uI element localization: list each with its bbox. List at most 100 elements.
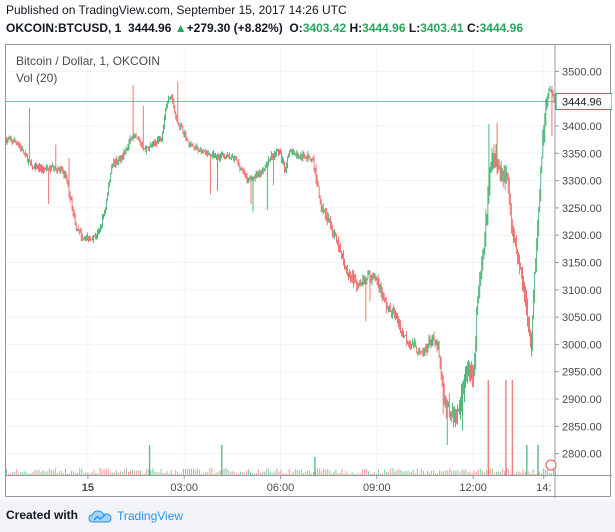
volume-bar — [439, 470, 441, 475]
volume-bar — [154, 471, 156, 475]
volume-bar — [180, 473, 182, 475]
volume-bar — [6, 468, 7, 475]
volume-bar — [182, 468, 184, 475]
volume-bar — [243, 472, 245, 475]
x-tick-label: 14: — [536, 482, 551, 494]
footer-bar: Created with TradingView — [0, 500, 615, 532]
volume-bar — [363, 468, 365, 475]
volume-bar — [369, 473, 371, 475]
volume-bar — [211, 468, 213, 475]
volume-bar — [258, 468, 260, 475]
volume-bar — [30, 473, 32, 475]
volume-bar — [461, 469, 463, 475]
volume-bar — [416, 468, 418, 475]
volume-bar — [465, 469, 467, 475]
volume-bar — [203, 472, 205, 475]
volume-bar — [349, 473, 351, 475]
volume-bar — [95, 472, 97, 475]
volume-bar — [79, 468, 81, 475]
y-tick-label: 2800.00 — [562, 449, 602, 461]
volume-bar — [469, 471, 471, 475]
volume-bar — [392, 468, 394, 475]
volume-bar — [351, 472, 353, 475]
volume-bar — [384, 470, 386, 475]
volume-bar — [449, 468, 451, 475]
volume-bar — [121, 471, 123, 475]
volume-bar — [422, 471, 424, 475]
volume-bar — [256, 473, 258, 475]
tradingview-link[interactable]: TradingView — [88, 506, 183, 526]
volume-bar — [91, 472, 93, 475]
candles — [6, 81, 555, 445]
y-tick-label: 2900.00 — [562, 394, 602, 406]
volume-bar — [36, 469, 38, 475]
volume-bar — [26, 472, 28, 475]
volume-bar — [217, 472, 219, 475]
volume-bar — [207, 472, 209, 475]
y-tick-label: 3200.00 — [562, 230, 602, 242]
volume-bar — [378, 469, 380, 475]
close-value: 3444.96 — [479, 21, 523, 35]
volume-bar — [254, 473, 256, 475]
volume-bar — [445, 470, 447, 475]
volume-bar — [24, 471, 26, 475]
volume-bar — [174, 470, 176, 475]
volume-bar — [178, 473, 180, 475]
volume-bar — [191, 468, 193, 475]
volume-bar — [372, 473, 373, 475]
volume-bar — [402, 471, 404, 475]
volume-bar — [390, 468, 392, 475]
volume-bar — [473, 470, 475, 475]
volume-bar — [552, 468, 554, 475]
volume-bar — [483, 472, 485, 475]
volume-bar — [498, 471, 500, 475]
volume-bar — [148, 469, 150, 475]
published-text: Published on TradingView.com, September … — [6, 3, 347, 17]
volume-bar — [430, 470, 432, 475]
volume-bar — [87, 472, 89, 475]
volume-bar — [201, 473, 203, 475]
volume-bar — [71, 470, 73, 475]
volume-bar — [386, 471, 388, 475]
chart-legend: Bitcoin / Dollar, 1, OKCOIN Vol (20) — [16, 53, 160, 87]
volume-bar — [522, 469, 524, 475]
volume-bar — [538, 471, 540, 475]
volume-bar — [160, 469, 162, 475]
volume-bar — [260, 472, 262, 475]
volume-bar — [294, 468, 296, 475]
volume-bar — [477, 469, 479, 475]
volume-bar — [44, 471, 46, 475]
volume-bar — [426, 470, 428, 475]
x-tick-label: 06:00 — [267, 482, 295, 494]
volume-bar — [156, 472, 158, 475]
volume-bar — [109, 472, 111, 475]
volume-bar — [329, 470, 331, 475]
tradingview-brand[interactable]: TradingView — [117, 509, 184, 523]
volume-bar — [296, 469, 298, 475]
volume-bar — [186, 469, 188, 475]
price-chart[interactable]: 2800.00 2850.00 2900.00 2950.00 3000.00 3050.… — [6, 45, 612, 498]
volume-bar — [500, 471, 502, 475]
volume-bar — [292, 471, 294, 475]
volume-bar — [410, 472, 412, 475]
volume-bar — [48, 468, 50, 475]
volume-spike — [537, 445, 539, 475]
volume-bar — [274, 471, 276, 475]
volume-bar — [162, 473, 164, 475]
volume-bar — [152, 468, 154, 475]
symbol-label: OKCOIN:BTCUSD, 1 — [6, 21, 122, 35]
volume-bar — [455, 470, 457, 475]
volume-bar — [54, 468, 56, 475]
volume-bar — [62, 473, 64, 475]
volume-bar — [345, 471, 347, 475]
volume-bar — [520, 472, 522, 475]
x-tick-label: 03:00 — [170, 482, 198, 494]
volume-bar — [374, 471, 376, 475]
volume-label: Vol (20) — [16, 71, 58, 85]
volume-bar — [158, 472, 160, 475]
volume-bar — [319, 468, 321, 475]
volume-bar — [266, 468, 268, 475]
chart-frame[interactable]: 2800.00 2850.00 2900.00 2950.00 3000.00 3050.… — [5, 44, 612, 498]
volume-bar — [119, 471, 121, 475]
volume-bar — [365, 468, 367, 475]
